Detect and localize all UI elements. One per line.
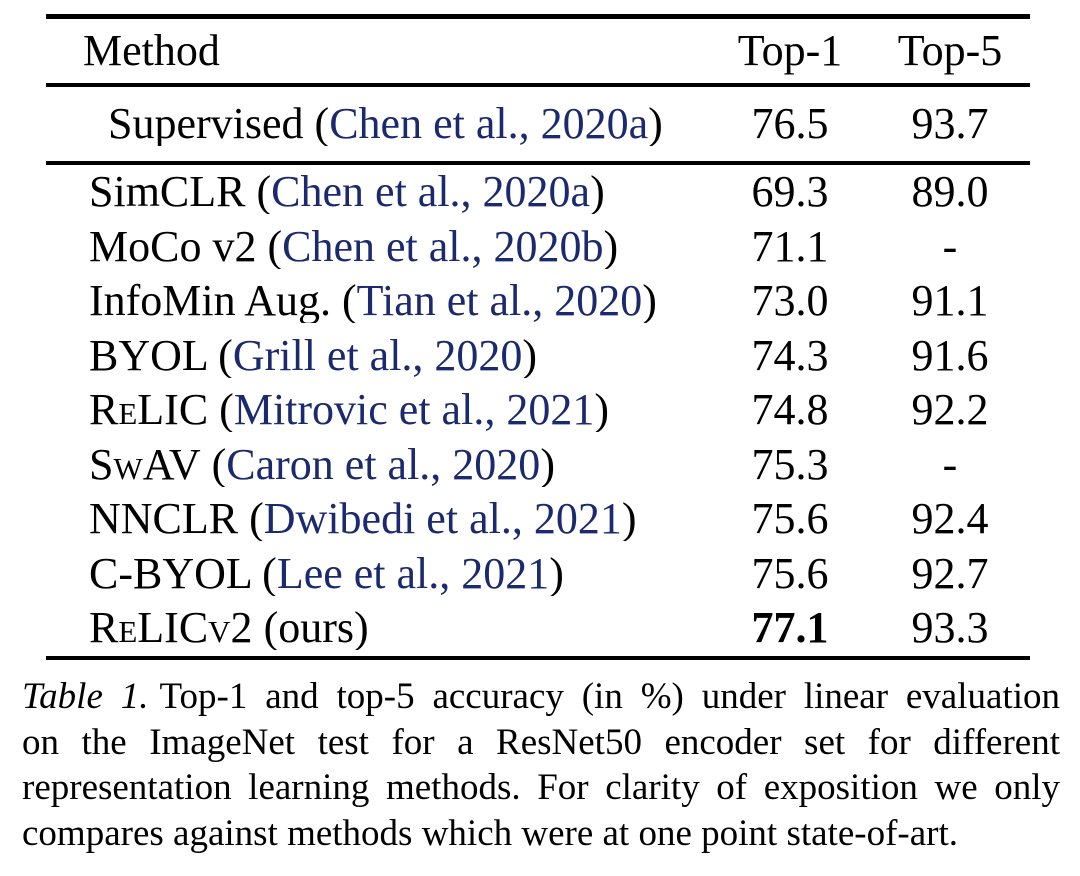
paren-close: ) [648, 102, 663, 146]
table-row: ReLIC (Mitrovic et al., 2021) 74.8 92.2 [46, 383, 1030, 438]
table-row: SwAV (Caron et al., 2020) 75.3 - [46, 438, 1030, 493]
method-cell: InfoMin Aug. (Tian et al., 2020) [46, 279, 710, 323]
citation-link[interactable]: Chen et al., 2020a [271, 170, 591, 215]
citation-link[interactable]: Dwibedi et al., 2021 [263, 497, 622, 542]
table-row: BYOL (Grill et al., 2020) 74.3 91.6 [46, 329, 1030, 384]
table-row: SimCLR (Chen et al., 2020a) 69.3 89.0 [46, 165, 1030, 220]
table-row: MoCo v2 (Chen et al., 2020b) 71.1 - [46, 220, 1030, 275]
method-cell: ReLICv2 (ours) [46, 606, 710, 650]
method-name: ReLICv2 [89, 606, 253, 651]
methods-section: SimCLR (Chen et al., 2020a) 69.3 89.0 MoCo … [46, 165, 1030, 656]
paren-close: ) [594, 388, 609, 433]
paren-close: ) [522, 333, 538, 378]
citation-link[interactable]: Tian et al., 2020 [356, 279, 643, 324]
citation-link[interactable]: Mitrovic et al., 2021 [233, 388, 595, 433]
method-name: BYOL [89, 333, 208, 378]
paren-open: ( [245, 170, 272, 215]
top1-value: 73.0 [751, 276, 829, 326]
method-cell: ReLIC (Mitrovic et al., 2021) [46, 388, 710, 432]
caption-line-1-text: Top-1 and top-5 accuracy (in %) under li… [159, 676, 1061, 717]
top5-value: 91.1 [911, 276, 989, 326]
method-cell: BYOL (Grill et al., 2020) [46, 334, 710, 378]
paren-open: ( [200, 442, 227, 487]
citation-link[interactable]: Chen et al., 2020b [282, 224, 604, 269]
paren-open: ( [251, 551, 277, 596]
header-rule [46, 83, 1030, 87]
method-cell: SimCLR (Chen et al., 2020a) [46, 170, 710, 214]
results-table: Method Top-1 Top-5 Supervised (Chen et a… [46, 0, 1030, 660]
paren-open: ( [207, 333, 233, 378]
method-cell: NNCLR (Dwibedi et al., 2021) [46, 497, 710, 541]
top1-value: 75.6 [751, 494, 829, 544]
top1-value: 75.3 [751, 439, 829, 489]
method-name: SwAV [89, 442, 201, 487]
method-name: C-BYOL [89, 551, 252, 596]
caption-line-1: Table 1. Top-1 and top-5 accuracy (in %) … [22, 674, 1060, 720]
paren-open: ( [208, 388, 234, 433]
caption-label: Table 1. [22, 676, 149, 717]
table-row: NNCLR (Dwibedi et al., 2021) 75.6 92.4 [46, 492, 1030, 547]
top1-value: 71.1 [751, 221, 829, 271]
paren-open: ( [303, 102, 330, 146]
top5-value: 89.0 [911, 167, 989, 217]
top5-value: 92.7 [911, 548, 989, 598]
column-header-method: Method [83, 29, 220, 73]
top5-value: 91.6 [911, 330, 989, 380]
paren-close: ) [621, 497, 637, 542]
method-name: SimCLR [89, 170, 246, 215]
top1-value: 74.8 [751, 385, 829, 435]
top1-value: 74.3 [751, 330, 829, 380]
method-cell: MoCo v2 (Chen et al., 2020b) [46, 225, 710, 269]
bottom-rule [46, 655, 1030, 660]
top5-value: 92.4 [911, 494, 989, 544]
paren-close: ) [540, 442, 555, 487]
paren-close: ) [590, 170, 605, 215]
citation-link[interactable]: Grill et al., 2020 [232, 333, 523, 378]
paren-open: ( [331, 279, 357, 324]
paren-close: ) [603, 224, 619, 269]
table-row: Supervised (Chen et al., 2020a) 76.5 93.7 [46, 87, 1030, 161]
top1-value: 77.1 [751, 603, 829, 653]
supervised-section: Supervised (Chen et al., 2020a) 76.5 93.7 [46, 87, 1030, 161]
table-row: C-BYOL (Lee et al., 2021) 75.6 92.7 [46, 547, 1030, 602]
paren-close: ) [642, 279, 657, 324]
method-name: InfoMin Aug. [89, 279, 331, 324]
top5-value: 93.3 [911, 603, 989, 653]
method-cell: SwAV (Caron et al., 2020) [46, 443, 710, 487]
top1-value: 75.6 [751, 548, 829, 598]
method-suffix: (ours) [252, 606, 369, 651]
citation-link[interactable]: Lee et al., 2021 [276, 551, 550, 596]
caption-line-4: compares against methods which were at o… [22, 812, 958, 854]
mid-rule [46, 161, 1030, 165]
method-name: ReLIC [89, 388, 209, 433]
table-row: ReLICv2 (ours) 77.1 93.3 [46, 601, 1030, 656]
method-name: NNCLR [89, 497, 239, 542]
column-header-top1: Top-1 [737, 26, 843, 75]
method-cell: C-BYOL (Lee et al., 2021) [46, 552, 710, 596]
method-name: MoCo v2 [89, 224, 257, 269]
paren-open: ( [256, 224, 283, 269]
citation-link[interactable]: Caron et al., 2020 [226, 442, 541, 487]
top1-value: 76.5 [751, 99, 829, 148]
method-cell: Supervised (Chen et al., 2020a) [46, 102, 710, 146]
top5-value: 92.2 [911, 385, 989, 435]
table-header-row: Method Top-1 Top-5 [46, 19, 1030, 83]
table-row: InfoMin Aug. (Tian et al., 2020) 73.0 91.1 [46, 274, 1030, 329]
top5-value: - [942, 221, 958, 271]
top-rule [46, 14, 1030, 19]
caption-line-3: representation learning methods. For cla… [22, 767, 1060, 808]
paren-open: ( [238, 497, 264, 542]
citation-link[interactable]: Chen et al., 2020a [329, 102, 649, 146]
column-header-top5: Top-5 [897, 26, 1003, 75]
top1-value: 69.3 [751, 167, 829, 217]
method-name: Supervised [108, 102, 304, 146]
top5-value: 93.7 [911, 99, 989, 148]
caption-line-2: on the ImageNet test for a ResNet50 enco… [22, 721, 1060, 763]
top5-value: - [942, 439, 958, 489]
table-caption: Table 1. Top-1 and top-5 accuracy (in %) … [22, 674, 1060, 856]
paren-close: ) [549, 551, 564, 596]
